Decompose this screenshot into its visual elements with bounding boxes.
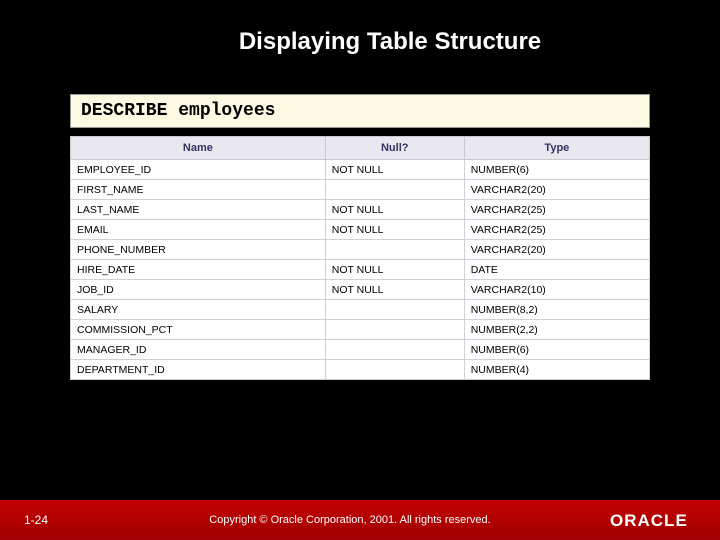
- table-cell: NUMBER(2,2): [464, 320, 649, 340]
- table-cell: PHONE_NUMBER: [71, 240, 326, 260]
- sql-command-text: DESCRIBE employees: [81, 101, 275, 121]
- table-cell: VARCHAR2(25): [464, 200, 649, 220]
- table-header-row: Name Null? Type: [71, 137, 650, 160]
- table-cell: EMAIL: [71, 220, 326, 240]
- table-row: EMPLOYEE_IDNOT NULLNUMBER(6): [71, 160, 650, 180]
- table-cell: SALARY: [71, 300, 326, 320]
- table-cell: NOT NULL: [325, 260, 464, 280]
- col-header-name: Name: [71, 137, 326, 160]
- copyright-text: Copyright © Oracle Corporation, 2001. Al…: [90, 514, 610, 526]
- table-row: MANAGER_ID NUMBER(6): [71, 340, 650, 360]
- table-row: FIRST_NAME VARCHAR2(20): [71, 180, 650, 200]
- oracle-logo: ORACLE: [610, 510, 720, 530]
- page-number: 1-24: [0, 513, 90, 527]
- table-cell: [325, 300, 464, 320]
- table-cell: NOT NULL: [325, 160, 464, 180]
- table-cell: NUMBER(6): [464, 340, 649, 360]
- table-row: HIRE_DATENOT NULLDATE: [71, 260, 650, 280]
- table-cell: VARCHAR2(20): [464, 240, 649, 260]
- table-row: EMAILNOT NULLVARCHAR2(25): [71, 220, 650, 240]
- table-cell: NUMBER(6): [464, 160, 649, 180]
- table-cell: NOT NULL: [325, 220, 464, 240]
- table-cell: VARCHAR2(10): [464, 280, 649, 300]
- table-cell: [325, 320, 464, 340]
- footer-bar: 1-24 Copyright © Oracle Corporation, 200…: [0, 500, 720, 540]
- table-cell: NOT NULL: [325, 280, 464, 300]
- table-row: JOB_IDNOT NULLVARCHAR2(10): [71, 280, 650, 300]
- describe-table: Name Null? Type EMPLOYEE_IDNOT NULLNUMBE…: [70, 136, 650, 380]
- col-header-type: Type: [464, 137, 649, 160]
- slide-title: Displaying Table Structure: [60, 0, 720, 76]
- table-row: COMMISSION_PCT NUMBER(2,2): [71, 320, 650, 340]
- table-row: SALARY NUMBER(8,2): [71, 300, 650, 320]
- table-cell: VARCHAR2(25): [464, 220, 649, 240]
- describe-output-table: Name Null? Type EMPLOYEE_IDNOT NULLNUMBE…: [70, 136, 650, 380]
- table-cell: COMMISSION_PCT: [71, 320, 326, 340]
- col-header-null: Null?: [325, 137, 464, 160]
- table-cell: FIRST_NAME: [71, 180, 326, 200]
- table-cell: [325, 180, 464, 200]
- table-row: DEPARTMENT_ID NUMBER(4): [71, 360, 650, 380]
- table-cell: [325, 240, 464, 260]
- table-cell: JOB_ID: [71, 280, 326, 300]
- table-cell: MANAGER_ID: [71, 340, 326, 360]
- table-cell: LAST_NAME: [71, 200, 326, 220]
- table-cell: VARCHAR2(20): [464, 180, 649, 200]
- table-cell: HIRE_DATE: [71, 260, 326, 280]
- table-cell: NOT NULL: [325, 200, 464, 220]
- table-cell: [325, 340, 464, 360]
- table-cell: NUMBER(8,2): [464, 300, 649, 320]
- table-cell: DEPARTMENT_ID: [71, 360, 326, 380]
- oracle-logo-text: ORACLE: [610, 511, 688, 530]
- table-row: LAST_NAMENOT NULLVARCHAR2(25): [71, 200, 650, 220]
- table-cell: EMPLOYEE_ID: [71, 160, 326, 180]
- table-cell: DATE: [464, 260, 649, 280]
- table-row: PHONE_NUMBER VARCHAR2(20): [71, 240, 650, 260]
- table-cell: NUMBER(4): [464, 360, 649, 380]
- table-cell: [325, 360, 464, 380]
- sql-command-box: DESCRIBE employees: [70, 94, 650, 128]
